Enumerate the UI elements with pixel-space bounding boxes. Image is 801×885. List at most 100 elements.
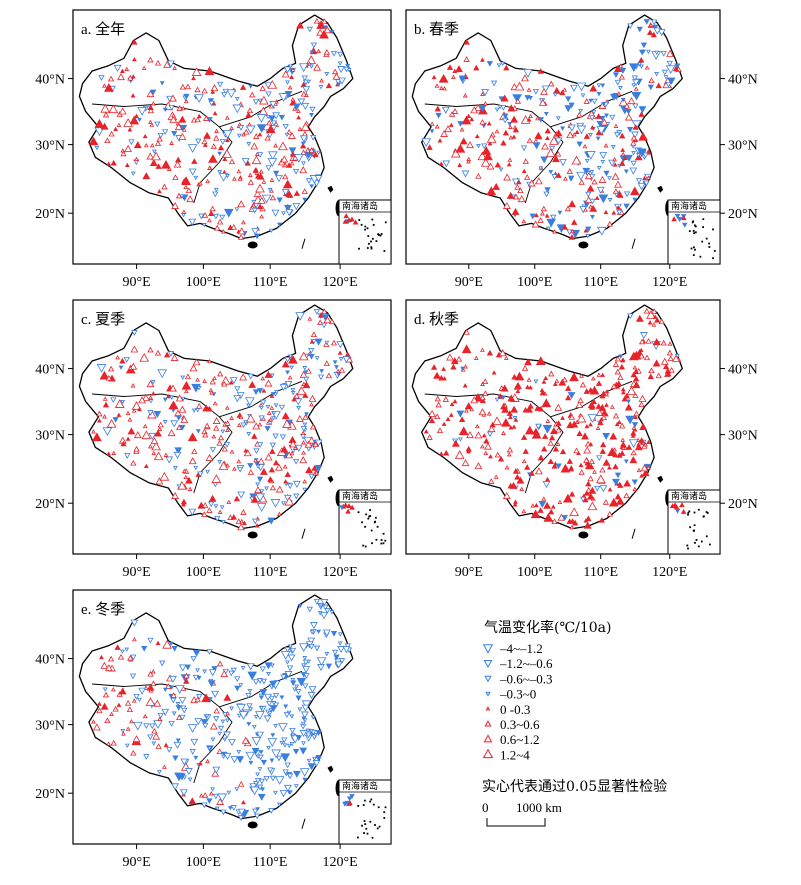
island-dot xyxy=(370,246,373,248)
cooling-station-marker xyxy=(323,25,328,30)
cooling-station-marker xyxy=(196,676,202,681)
warming-station-marker xyxy=(106,161,112,166)
warming-station-marker xyxy=(127,74,134,81)
cooling-station-marker xyxy=(278,114,286,121)
warming-station-marker xyxy=(269,405,275,410)
inset-station-marker xyxy=(339,505,345,511)
warming-station-marker xyxy=(643,307,650,314)
cooling-station-marker xyxy=(245,751,256,761)
inset-station-marker xyxy=(680,508,687,514)
warming-station-marker xyxy=(287,85,293,90)
cooling-station-marker xyxy=(663,75,669,80)
cooling-station-marker xyxy=(253,813,261,820)
cooling-station-marker xyxy=(570,84,578,92)
cooling-station-marker xyxy=(168,104,175,111)
warming-station-marker xyxy=(579,381,587,388)
warming-station-marker xyxy=(162,764,167,769)
cooling-station-marker xyxy=(148,399,154,404)
warming-station-marker xyxy=(121,731,126,736)
cooling-station-marker xyxy=(604,113,609,118)
cooling-station-marker xyxy=(157,712,164,719)
warming-station-marker xyxy=(289,160,295,166)
lon-tick-label: 120°E xyxy=(323,275,358,290)
warming-station-marker xyxy=(130,749,137,756)
cooling-station-marker xyxy=(270,733,276,738)
warming-station-marker xyxy=(566,421,575,429)
warming-station-marker xyxy=(458,416,466,423)
warming-station-marker xyxy=(163,351,171,358)
warming-station-marker xyxy=(506,410,513,416)
warming-station-marker xyxy=(473,64,480,71)
cooling-station-marker xyxy=(229,706,234,711)
cooling-station-marker xyxy=(110,397,117,404)
warming-station-marker xyxy=(527,179,536,187)
cooling-station-marker xyxy=(179,124,188,132)
warming-station-marker xyxy=(183,672,190,679)
cooling-station-marker xyxy=(98,75,105,81)
warming-station-marker xyxy=(108,104,119,114)
warming-station-marker xyxy=(617,374,624,380)
warming-station-marker xyxy=(502,491,511,499)
warming-station-marker xyxy=(268,416,274,422)
warming-station-marker xyxy=(459,137,468,145)
cooling-station-marker xyxy=(336,82,342,87)
island-dot xyxy=(372,803,375,806)
warming-station-marker xyxy=(662,363,670,370)
lon-tick-label: 120°E xyxy=(652,275,687,290)
cooling-station-marker xyxy=(520,145,528,152)
cooling-station-marker xyxy=(195,408,201,413)
warming-station-marker xyxy=(249,91,256,98)
cooling-station-marker xyxy=(620,97,626,103)
cooling-station-marker xyxy=(271,416,276,421)
cooling-station-marker xyxy=(284,132,290,138)
warming-station-marker xyxy=(630,449,637,456)
warming-station-marker xyxy=(502,403,508,408)
warming-station-marker xyxy=(207,358,212,364)
warming-station-marker xyxy=(588,486,597,494)
warming-station-marker xyxy=(600,118,609,126)
warming-station-marker xyxy=(588,441,594,447)
warming-station-marker xyxy=(208,210,215,217)
warming-station-marker xyxy=(588,422,593,427)
cooling-station-marker xyxy=(307,691,316,699)
warming-station-marker xyxy=(191,75,196,81)
island-dot xyxy=(362,544,365,547)
warming-station-marker xyxy=(469,406,475,412)
warming-station-marker xyxy=(147,444,153,449)
panel-title-d: d. 秋季 xyxy=(414,311,459,328)
cooling-station-marker xyxy=(246,703,253,710)
warming-station-marker xyxy=(646,465,651,470)
warming-station-marker xyxy=(297,126,303,131)
warming-station-marker xyxy=(232,176,237,181)
warming-station-marker xyxy=(112,705,119,712)
warming-station-marker xyxy=(223,693,232,701)
warming-station-marker xyxy=(507,157,513,162)
cooling-station-marker xyxy=(188,168,197,176)
warming-station-marker xyxy=(196,402,203,409)
warming-station-marker xyxy=(120,150,127,157)
warming-station-marker xyxy=(92,432,102,442)
lon-tick-label: 90°E xyxy=(455,275,483,290)
warming-station-marker xyxy=(130,93,136,98)
warming-station-marker xyxy=(604,402,609,407)
warming-station-marker xyxy=(595,425,601,430)
warming-station-marker xyxy=(213,134,220,141)
warming-station-marker xyxy=(633,375,640,382)
warming-station-marker xyxy=(513,499,518,504)
warming-station-marker xyxy=(539,389,546,396)
island-dot xyxy=(358,219,361,221)
lon-tick-label: 100°E xyxy=(186,565,221,580)
cooling-station-marker xyxy=(535,423,542,430)
cooling-station-marker xyxy=(280,753,291,763)
warming-station-marker xyxy=(441,366,446,371)
cooling-station-marker xyxy=(302,487,308,493)
cooling-station-marker xyxy=(639,332,648,340)
south-china-sea-inset: 南海诸岛 xyxy=(338,489,392,555)
warming-station-marker xyxy=(171,491,180,499)
legend-item-label: 0.6~1.2 xyxy=(500,732,540,747)
warming-station-marker xyxy=(139,352,150,362)
lon-tick-label: 90°E xyxy=(123,275,151,290)
inset-station-marker xyxy=(674,213,681,219)
warming-station-marker xyxy=(531,429,542,439)
warming-station-marker xyxy=(512,126,520,133)
